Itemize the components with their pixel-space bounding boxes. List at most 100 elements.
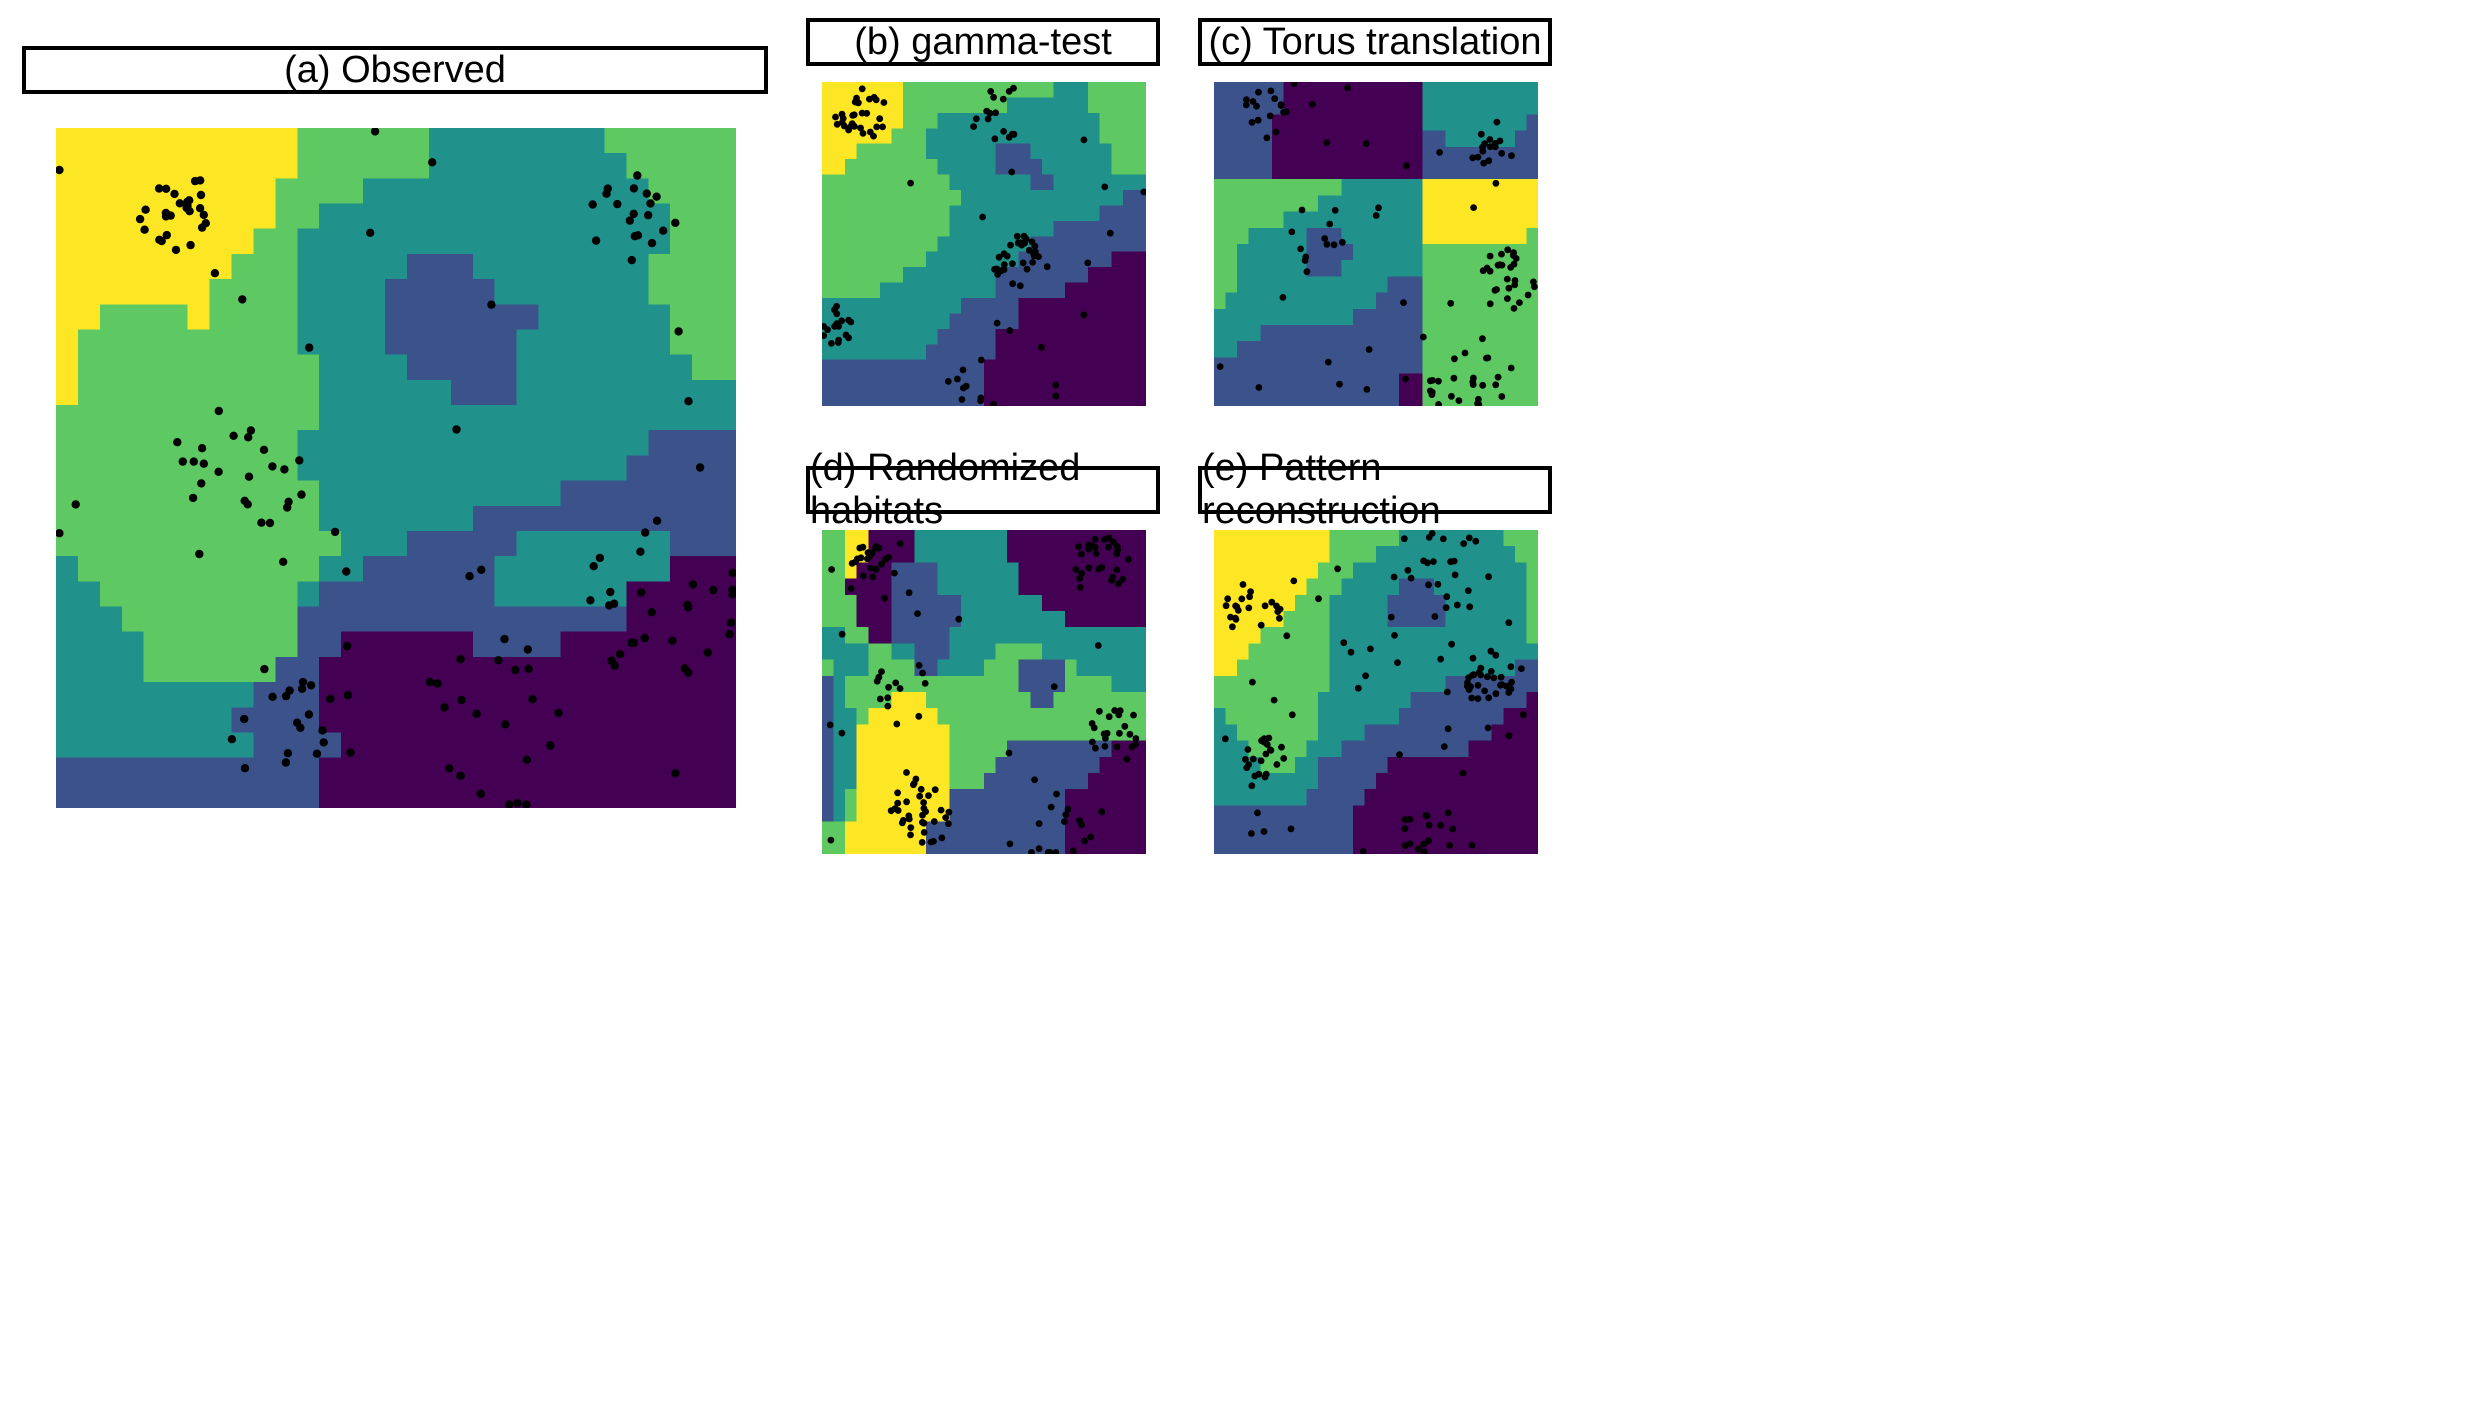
habitat-cell	[77, 304, 101, 331]
habitat-cell	[868, 659, 881, 677]
point	[1444, 809, 1452, 817]
point	[1013, 232, 1021, 240]
habitat-cell	[1376, 594, 1389, 612]
habitat-cell	[1065, 174, 1078, 191]
habitat-cell	[937, 675, 950, 693]
habitat-cell	[428, 430, 452, 457]
habitat-cell	[960, 594, 974, 612]
habitat-cell	[1352, 341, 1366, 358]
habitat-cell	[428, 228, 452, 255]
habitat-cell	[1468, 740, 1481, 758]
habitat-cell	[187, 430, 211, 457]
point	[280, 465, 289, 474]
habitat-cell	[1445, 227, 1458, 245]
point	[279, 557, 288, 566]
habitat-cell	[1041, 344, 1055, 361]
habitat-cell	[1526, 114, 1538, 132]
habitat-cell	[1295, 756, 1308, 774]
habitat-cell	[1318, 821, 1331, 839]
habitat-cell	[914, 643, 927, 661]
habitat-cell	[845, 159, 858, 176]
habitat-cell	[1018, 659, 1031, 677]
habitat-cell	[1364, 276, 1377, 294]
habitat-cell	[868, 821, 881, 839]
point	[1096, 707, 1103, 715]
point	[1278, 743, 1285, 751]
point	[1450, 374, 1458, 382]
habitat-cell	[560, 757, 584, 784]
habitat-cell	[845, 789, 858, 806]
point	[1448, 392, 1455, 400]
habitat-cell	[1410, 643, 1423, 661]
habitat-cell	[1007, 611, 1020, 628]
habitat-cell	[341, 279, 364, 305]
point	[1330, 241, 1338, 249]
habitat-cell	[1306, 692, 1319, 709]
habitat-cell	[1030, 298, 1043, 315]
habitat-cell	[937, 251, 950, 268]
habitat-cell	[1007, 344, 1020, 361]
point	[880, 99, 888, 106]
habitat-cell	[692, 757, 715, 784]
habitat-cell	[1134, 298, 1146, 315]
habitat-cell	[1237, 325, 1250, 342]
habitat-cell	[845, 611, 858, 628]
habitat-cell	[1387, 98, 1400, 115]
panel-c-title: (c) Torus translation	[1198, 18, 1552, 66]
point	[1484, 724, 1492, 732]
habitat-cell	[1237, 627, 1250, 644]
habitat-cell	[1295, 276, 1308, 294]
habitat-cell	[960, 740, 974, 758]
habitat-cell	[949, 546, 962, 563]
habitat-cell	[995, 659, 1008, 677]
habitat-cell	[648, 631, 671, 658]
habitat-cell	[209, 631, 233, 658]
habitat-cell	[1433, 692, 1447, 709]
habitat-cell	[1122, 128, 1136, 145]
habitat-cell	[1503, 130, 1516, 148]
habitat-cell	[856, 724, 869, 742]
habitat-cell	[1318, 659, 1331, 677]
habitat-cell	[995, 298, 1008, 315]
habitat-cell	[428, 354, 452, 381]
habitat-cell	[1260, 708, 1273, 725]
habitat-cell	[1318, 611, 1331, 628]
habitat-cell	[1122, 692, 1136, 709]
habitat-cell	[1306, 308, 1319, 326]
habitat-cell	[1260, 276, 1273, 294]
habitat-cell	[822, 390, 835, 406]
point	[629, 184, 639, 193]
habitat-cell	[1225, 643, 1238, 661]
habitat-cell	[1041, 359, 1055, 376]
point	[1271, 95, 1279, 103]
habitat-cell	[1134, 205, 1146, 222]
point	[1347, 648, 1355, 656]
habitat-cell	[77, 581, 101, 608]
habitat-cell	[1214, 195, 1227, 213]
habitat-cell	[341, 178, 364, 205]
habitat-cell	[450, 782, 474, 808]
habitat-cell	[960, 174, 974, 191]
habitat-cell	[341, 354, 364, 381]
habitat-cell	[960, 756, 974, 774]
habitat-cell	[1468, 805, 1481, 823]
point	[1016, 282, 1024, 290]
habitat-cell	[77, 656, 101, 683]
habitat-cell	[1468, 627, 1481, 644]
habitat-cell	[165, 329, 189, 356]
habitat-cell	[1341, 578, 1354, 596]
habitat-cell	[1007, 675, 1020, 693]
habitat-cell	[231, 682, 255, 708]
point	[306, 681, 316, 690]
habitat-cell	[1065, 159, 1078, 176]
habitat-cell	[406, 707, 430, 734]
point	[1451, 571, 1459, 579]
habitat-cell	[275, 405, 298, 431]
point	[1367, 645, 1374, 653]
habitat-cell	[879, 328, 893, 345]
habitat-cell	[1237, 659, 1250, 677]
habitat-cell	[1248, 611, 1261, 628]
habitat-cell	[1214, 82, 1227, 99]
habitat-cell	[937, 220, 950, 237]
habitat-cell	[385, 329, 408, 356]
